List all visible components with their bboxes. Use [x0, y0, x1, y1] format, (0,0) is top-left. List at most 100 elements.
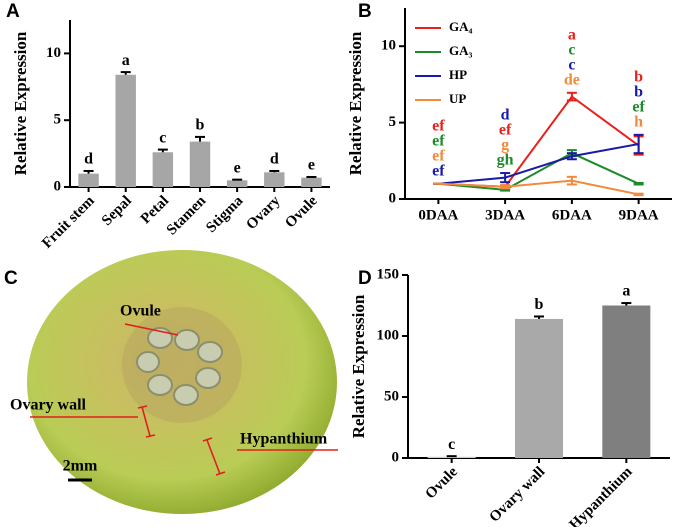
- error-bar: [500, 184, 511, 190]
- x-tick-label: Petal: [138, 193, 172, 227]
- bar: [264, 172, 285, 187]
- significance-letter: b: [634, 83, 643, 100]
- error-bar: [633, 133, 644, 155]
- y-tick-label: 0: [392, 449, 400, 465]
- significance-letter: gh: [497, 152, 514, 169]
- x-tick-label: Stigma: [203, 193, 246, 236]
- panel-label: C: [4, 268, 18, 289]
- significance-letter: e: [308, 157, 315, 174]
- significance-letter: c: [448, 436, 455, 453]
- significance-letter: d: [84, 151, 93, 168]
- error-bar: [633, 181, 644, 186]
- y-tick-label: 150: [377, 266, 400, 282]
- error-bar: [195, 135, 205, 142]
- y-tick-label: 50: [384, 388, 399, 404]
- x-tick-label: Fruit stem: [39, 193, 98, 252]
- y-tick-label: 10: [46, 45, 61, 61]
- error-bar: [621, 302, 632, 306]
- x-tick-label: Ovary wall: [487, 464, 549, 526]
- series-line: [438, 179, 639, 196]
- significance-letter: ef: [432, 147, 445, 164]
- significance-letter: ef: [632, 98, 645, 115]
- x-tick-label: Ovary: [243, 193, 284, 234]
- pointers: [30, 323, 338, 476]
- bar: [427, 456, 476, 458]
- y-tick-label: 100: [377, 327, 400, 343]
- error-bar: [566, 152, 577, 161]
- series-line: [438, 152, 640, 191]
- error-bar: [157, 148, 168, 153]
- y-tick-label: 10: [381, 38, 396, 54]
- bar: [189, 141, 211, 187]
- photo-label: Ovule: [120, 303, 161, 320]
- significance-letter: c: [568, 41, 575, 58]
- error-bar: [534, 315, 544, 319]
- significance-letter: a: [568, 26, 576, 43]
- photo-label: Hypanthium: [240, 431, 328, 448]
- legend-label: HP: [449, 67, 467, 82]
- significance-letter: d: [270, 151, 279, 168]
- legend-label: GA₃: [449, 43, 473, 58]
- x-tick-label: Ovule: [282, 193, 321, 232]
- bar: [152, 152, 174, 187]
- x-tick-label: 0DAA: [418, 207, 458, 223]
- bar: [78, 173, 99, 187]
- significance-letter: de: [564, 71, 580, 88]
- significance-letter: ef: [432, 117, 445, 134]
- y-axis-title: Relative Expression: [349, 294, 368, 438]
- significance-letter: d: [501, 107, 510, 124]
- x-tick-label: 6DAA: [552, 207, 592, 223]
- bar: [115, 74, 136, 187]
- significance-letter: a: [122, 52, 130, 69]
- series-line: [438, 95, 640, 188]
- significance-letter: b: [535, 296, 544, 313]
- significance-letter: h: [634, 113, 643, 130]
- error-bar: [633, 192, 644, 197]
- y-axis-title: Relative Expression: [11, 31, 30, 175]
- x-tick-label: Ovule: [422, 464, 461, 503]
- significance-letter: a: [622, 283, 630, 300]
- x-tick-label: 3DAA: [485, 207, 525, 223]
- significance-letter: b: [634, 68, 643, 85]
- error-bar: [120, 71, 131, 75]
- x-tick-label: Hypanthium: [567, 464, 636, 527]
- photo-panel: [27, 250, 338, 514]
- error-bar: [306, 175, 317, 178]
- error-bar: [446, 455, 457, 458]
- legend-label: GA₄: [449, 19, 473, 34]
- series-line: [438, 143, 639, 185]
- panel-label: D: [358, 268, 372, 289]
- legend-label: UP: [449, 91, 466, 106]
- panel-label: B: [358, 1, 372, 22]
- error-bar: [269, 169, 280, 173]
- significance-letter: ef: [432, 162, 445, 179]
- significance-letter: g: [501, 137, 509, 154]
- x-tick-label: Stamen: [164, 192, 210, 238]
- significance-letter: b: [196, 117, 205, 134]
- significance-letter: c: [159, 129, 166, 146]
- error-bar: [83, 169, 94, 174]
- significance-letter: c: [568, 56, 575, 73]
- panel-label: A: [6, 1, 20, 22]
- bar: [602, 305, 651, 458]
- seeds: [136, 327, 223, 406]
- x-tick-label: Sepal: [99, 193, 135, 229]
- significance-letter: e: [234, 159, 241, 176]
- error-bar: [566, 91, 577, 102]
- y-tick-label: 0: [389, 190, 397, 206]
- error-bar: [566, 175, 577, 186]
- bar: [226, 180, 248, 187]
- error-bar: [500, 172, 511, 184]
- error-bar: [232, 178, 243, 181]
- y-axis-title: Relative Expression: [346, 31, 365, 175]
- bar: [514, 318, 564, 458]
- significance-letter: ef: [432, 132, 445, 149]
- scale-label: 2mm: [63, 458, 98, 475]
- y-tick-label: 5: [54, 112, 62, 128]
- x-tick-label: 9DAA: [619, 207, 659, 223]
- significance-letter: ef: [499, 122, 512, 139]
- photo-label: Ovary wall: [10, 397, 87, 414]
- bar: [301, 177, 322, 187]
- y-tick-label: 0: [54, 178, 62, 194]
